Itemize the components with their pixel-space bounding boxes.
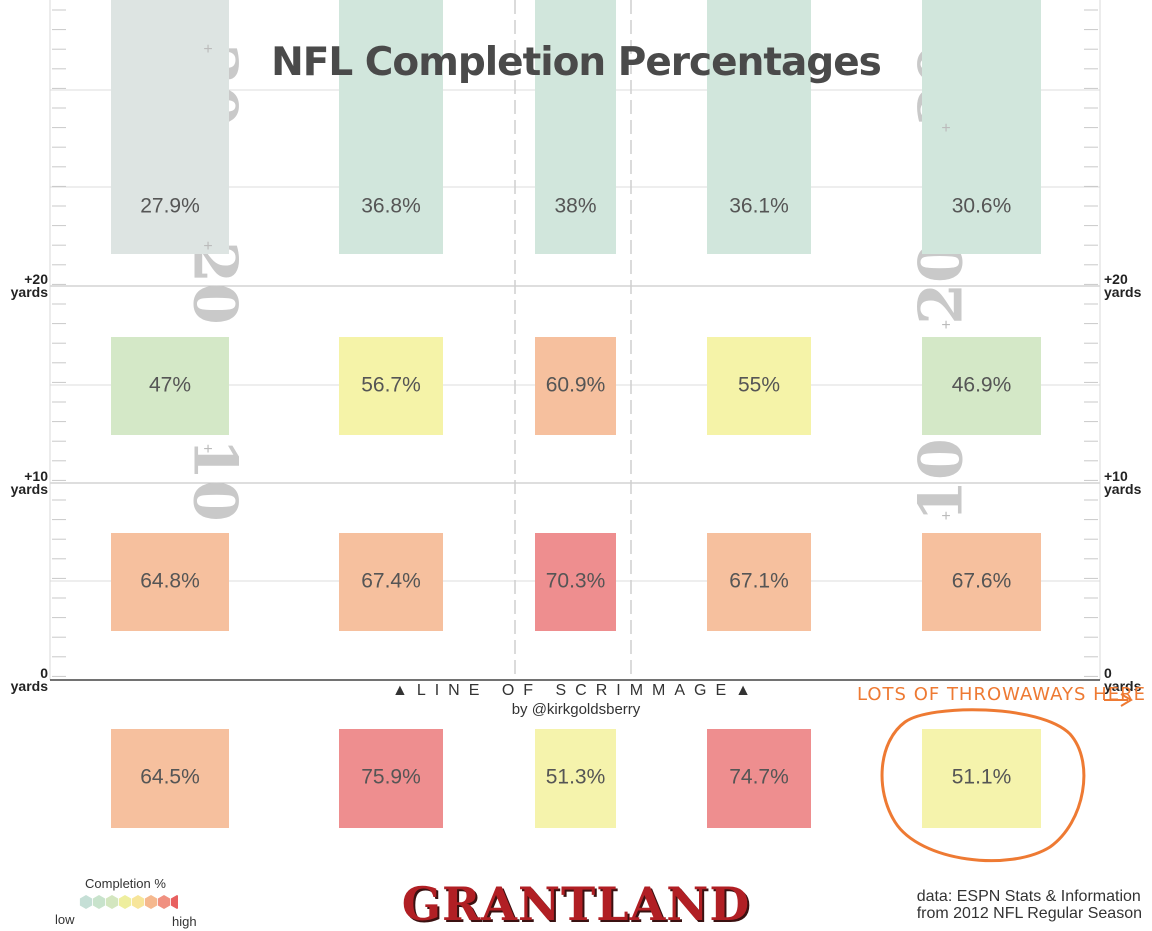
heatmap-cell (111, 337, 229, 435)
chart-title: NFL Completion Percentages (271, 40, 882, 85)
yard-label-10-left: +10 yards (4, 468, 48, 497)
source-line-2: from 2012 NFL Regular Season (916, 905, 1142, 922)
legend-swatches (79, 895, 178, 909)
heatmap-cell (339, 337, 443, 435)
heatmap-cell (707, 533, 811, 631)
cell-value-label: 67.6% (952, 570, 1012, 593)
heatmap-cell (339, 0, 443, 254)
heatmap-cell (707, 729, 811, 828)
cell-value-label: 46.9% (952, 374, 1012, 397)
plus-mark: + (941, 120, 950, 137)
field-number-right: 20 (907, 241, 977, 325)
legend-low-label: low (55, 912, 75, 927)
field-number-left: 20 (180, 241, 250, 325)
cell-value-label: 36.1% (729, 195, 789, 218)
source-line-1: data: ESPN Stats & Information (916, 888, 1141, 905)
yard-label-unit: yards (1104, 678, 1142, 694)
cell-value-label: 55% (738, 374, 780, 397)
cell-value-label: 51.1% (952, 766, 1012, 789)
plus-mark: + (203, 41, 212, 58)
line-of-scrimmage-label: ▲LINE OF SCRIMMAGE▲ (0, 682, 1152, 700)
line-of-scrimmage-text: LINE OF SCRIMMAGE (416, 682, 736, 699)
cell-value-label: 30.6% (952, 195, 1012, 218)
cell-value-label: 70.3% (546, 570, 606, 593)
legend-title: Completion % (85, 876, 166, 891)
annotation-note: LOTS OF THROWAWAYS HERE (857, 684, 1146, 705)
cell-value-label: 75.9% (361, 766, 421, 789)
yard-label-unit: yards (1104, 284, 1142, 300)
yard-label-num: +20 (1104, 271, 1128, 287)
heatmap-cell (707, 0, 811, 254)
annotation-circle-icon (880, 708, 1086, 863)
yard-label-unit: yards (10, 678, 48, 694)
legend-swatch (170, 895, 178, 909)
legend-high-label: high (172, 914, 197, 929)
plus-mark: + (941, 317, 950, 334)
cell-value-label: 47% (149, 374, 191, 397)
legend-swatch (157, 895, 171, 909)
plus-mark: + (941, 508, 950, 525)
yard-label-unit: yards (10, 481, 48, 497)
annotation-arrowhead-icon (1120, 693, 1133, 707)
heatmap-cell (339, 533, 443, 631)
yard-label-unit: yards (1104, 481, 1142, 497)
cell-value-label: 56.7% (361, 374, 421, 397)
legend-swatch (144, 895, 158, 909)
yard-label-0-left: 0 yards (4, 665, 48, 694)
yard-label-20-right: +20 yards (1104, 271, 1142, 300)
cell-value-label: 64.5% (140, 766, 200, 789)
yard-label-num: +10 (24, 468, 48, 484)
heatmap-cell (535, 729, 616, 828)
legend-swatch (105, 895, 119, 909)
heatmap-cell (922, 337, 1041, 435)
field-number-right: 10 (907, 438, 977, 522)
heatmap-cell (535, 337, 616, 435)
heatmap-cell (922, 0, 1041, 254)
plus-mark: + (203, 441, 212, 458)
cell-value-label: 27.9% (140, 195, 200, 218)
data-source: data: ESPN Stats & Information from 2012… (917, 888, 1142, 922)
annotation-text: LOTS OF THROWAWAYS HERE (857, 684, 1146, 705)
yard-label-num: 0 (1104, 665, 1112, 681)
heatmap-cell (922, 533, 1041, 631)
cell-value-label: 74.7% (729, 766, 789, 789)
marker-right-icon: ▲ (735, 682, 761, 699)
cell-value-label: 36.8% (361, 195, 421, 218)
brand-logo: GRANTLAND (401, 877, 751, 931)
heatmap-cell (339, 729, 443, 828)
legend-swatch (118, 895, 132, 909)
cell-value-label: 60.9% (546, 374, 606, 397)
yard-label-num: +20 (24, 271, 48, 287)
cell-value-label: 38% (554, 195, 596, 218)
cell-value-label: 67.4% (361, 570, 421, 593)
field-number-left: 10 (180, 438, 250, 522)
legend-swatch (131, 895, 145, 909)
cell-value-label: 51.3% (546, 766, 606, 789)
heatmap-cell (707, 337, 811, 435)
byline: by @kirkgoldsberry (511, 701, 641, 718)
heatmap-cell (535, 0, 616, 254)
yard-label-20-left: +20 yards (4, 271, 48, 300)
legend-swatch (79, 895, 93, 909)
plus-mark: + (203, 238, 212, 255)
cell-value-label: 67.1% (729, 570, 789, 593)
yard-label-num: +10 (1104, 468, 1128, 484)
heatmap-cell (111, 729, 229, 828)
cell-value-label: 64.8% (140, 570, 200, 593)
heatmap-cell (922, 729, 1041, 828)
marker-left-icon: ▲ (391, 682, 417, 699)
legend-swatch (92, 895, 106, 909)
yard-label-0-right: 0 yards (1104, 665, 1142, 694)
heatmap-cell (535, 533, 616, 631)
yard-label-unit: yards (10, 284, 48, 300)
yard-label-10-right: +10 yards (1104, 468, 1142, 497)
heatmap-cell (111, 533, 229, 631)
yard-label-num: 0 (40, 665, 48, 681)
heatmap-cell (111, 0, 229, 254)
legend: Completion % low high (52, 876, 212, 929)
